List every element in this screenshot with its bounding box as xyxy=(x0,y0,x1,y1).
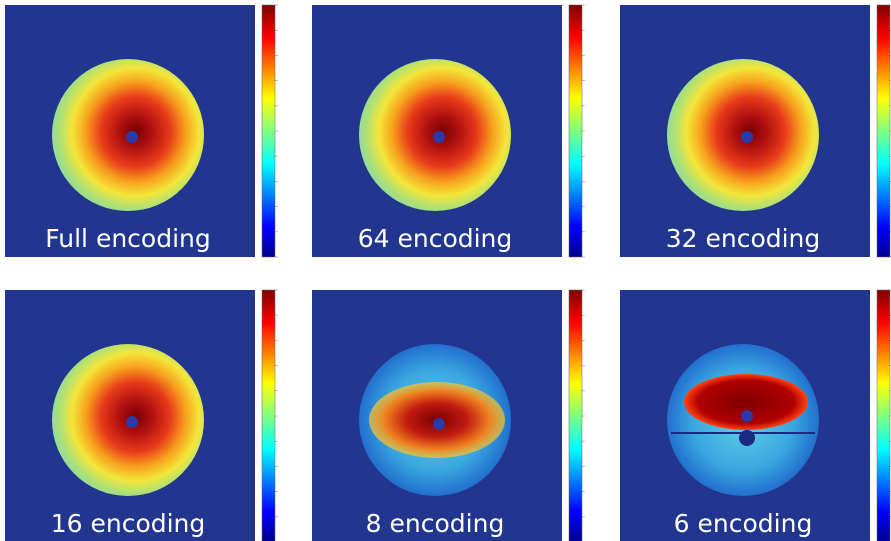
panel-label: 8 encoding xyxy=(366,509,505,538)
center-dot xyxy=(126,416,138,428)
colorbar xyxy=(262,5,275,257)
panel: 32 encoding xyxy=(620,5,891,257)
colorbar xyxy=(877,5,890,257)
center-dot xyxy=(739,430,755,446)
panel-label: Full encoding xyxy=(45,224,211,253)
center-dot xyxy=(433,418,445,430)
panel: 16 encoding xyxy=(5,290,278,541)
panel-label: 16 encoding xyxy=(51,509,206,538)
center-dot xyxy=(433,131,445,143)
center-dot xyxy=(126,131,138,143)
page: Full encoding 64 encoding 32 encoding 16 en… xyxy=(0,0,891,541)
panel-label: 6 encoding xyxy=(674,509,813,538)
panel-label: 64 encoding xyxy=(358,224,513,253)
panel: 8 encoding xyxy=(312,290,585,541)
colorbar xyxy=(569,290,582,541)
panel: Full encoding xyxy=(5,5,278,257)
panel: 6 encoding xyxy=(620,290,891,541)
center-dot xyxy=(741,131,753,143)
figure: Full encoding 64 encoding 32 encoding 16 en… xyxy=(0,0,891,541)
panel: 64 encoding xyxy=(312,5,585,257)
center-dot xyxy=(741,410,753,422)
colorbar xyxy=(569,5,582,257)
colorbar xyxy=(262,290,275,541)
panels: Full encoding 64 encoding 32 encoding 16 en… xyxy=(5,5,891,541)
colorbar xyxy=(877,290,890,541)
panel-label: 32 encoding xyxy=(666,224,821,253)
